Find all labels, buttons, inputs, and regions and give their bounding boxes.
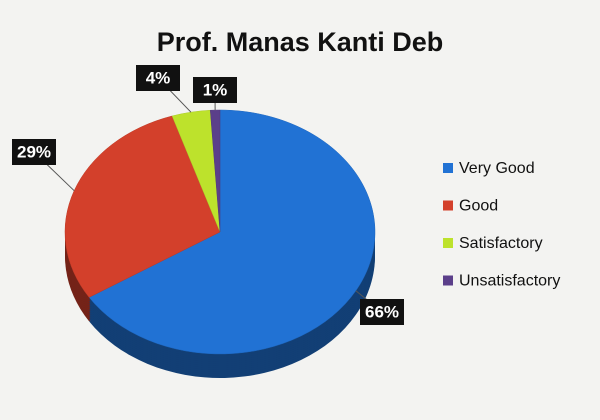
legend-swatch: [443, 200, 453, 211]
data-label: 66%: [365, 302, 399, 321]
slice: [209, 109, 221, 233]
legend-swatch: [443, 238, 453, 248]
legend-swatch: [443, 275, 453, 286]
data-label-box: [136, 65, 180, 91]
legend-label: Very Good: [459, 160, 535, 177]
legend-label: Good: [459, 198, 498, 215]
slice: [88, 109, 376, 355]
legend-swatch: [443, 163, 453, 173]
data-label: 29%: [17, 142, 51, 161]
data-label-box: [193, 77, 237, 103]
data-label: 1%: [203, 80, 228, 99]
legend-label: Unsatisfactory: [459, 273, 560, 290]
data-label-box: [12, 139, 56, 165]
data-label-box: [360, 299, 404, 325]
legend-label: Satisfactory: [459, 235, 543, 252]
data-label: 4%: [146, 68, 171, 87]
chart-title: Prof. Manas Kanti Deb: [157, 27, 444, 57]
